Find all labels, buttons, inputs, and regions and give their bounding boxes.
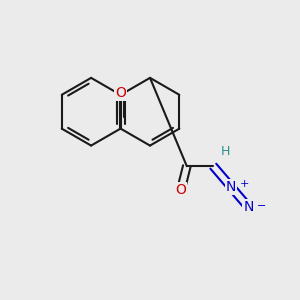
Text: +: + — [240, 179, 249, 190]
Text: N: N — [226, 180, 236, 194]
Text: N: N — [244, 200, 254, 214]
Text: O: O — [176, 183, 186, 197]
Text: H: H — [220, 145, 230, 158]
Text: −: − — [257, 201, 266, 211]
Text: O: O — [115, 86, 126, 100]
